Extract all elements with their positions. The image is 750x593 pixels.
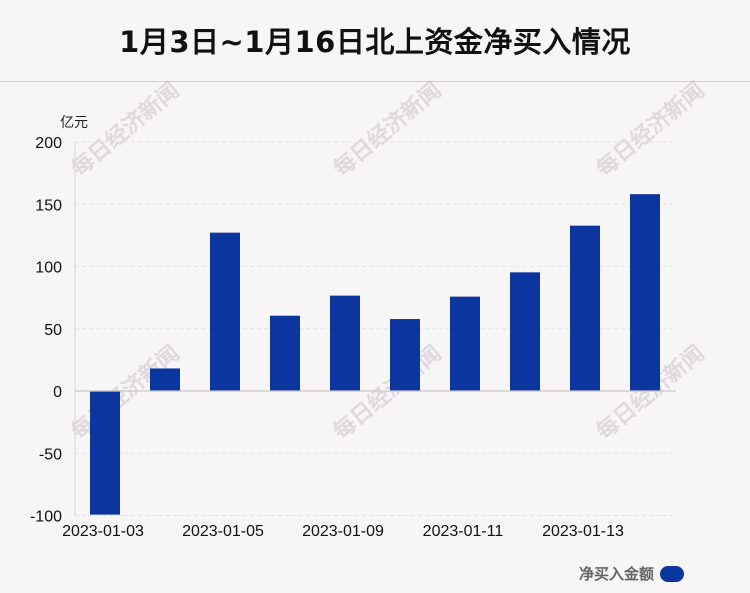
bar bbox=[390, 319, 420, 391]
x-tick-label: 2023-01-09 bbox=[302, 523, 384, 540]
y-tick-label: 100 bbox=[35, 260, 62, 277]
bar bbox=[630, 194, 660, 391]
y-axis-unit: 亿元 bbox=[60, 115, 88, 131]
watermark: 每日经济新闻 bbox=[67, 340, 185, 445]
bar-layer bbox=[90, 194, 660, 515]
y-tick-label: 200 bbox=[35, 135, 62, 152]
legend: 净买入金额 bbox=[579, 563, 684, 584]
x-tick-label: 2023-01-05 bbox=[182, 523, 264, 540]
legend-swatch bbox=[660, 565, 684, 582]
x-tick-label: 2023-01-13 bbox=[542, 523, 624, 540]
bar bbox=[90, 391, 120, 515]
bar bbox=[330, 295, 360, 391]
chart-title: 1月3日~1月16日北上资金净买入情况 bbox=[119, 25, 631, 59]
watermark: 每日经济新闻 bbox=[329, 77, 447, 182]
y-tick-label: 0 bbox=[53, 384, 62, 401]
bar bbox=[570, 225, 600, 391]
title-divider bbox=[0, 81, 750, 82]
y-tick-label: 50 bbox=[44, 322, 62, 339]
x-tick-label: 2023-01-11 bbox=[423, 523, 504, 540]
bar bbox=[270, 315, 300, 391]
watermark: 每日经济新闻 bbox=[67, 77, 185, 182]
y-tick-label: -50 bbox=[39, 446, 62, 463]
bar bbox=[450, 296, 480, 391]
y-tick-label: -100 bbox=[30, 509, 62, 526]
watermark: 每日经济新闻 bbox=[592, 77, 710, 182]
bar bbox=[210, 232, 240, 391]
bar bbox=[510, 272, 540, 391]
legend-label: 净买入金额 bbox=[578, 565, 654, 583]
y-tick-label: 150 bbox=[35, 197, 62, 214]
x-tick-label: 2023-01-03 bbox=[62, 523, 144, 540]
bar bbox=[150, 368, 180, 391]
